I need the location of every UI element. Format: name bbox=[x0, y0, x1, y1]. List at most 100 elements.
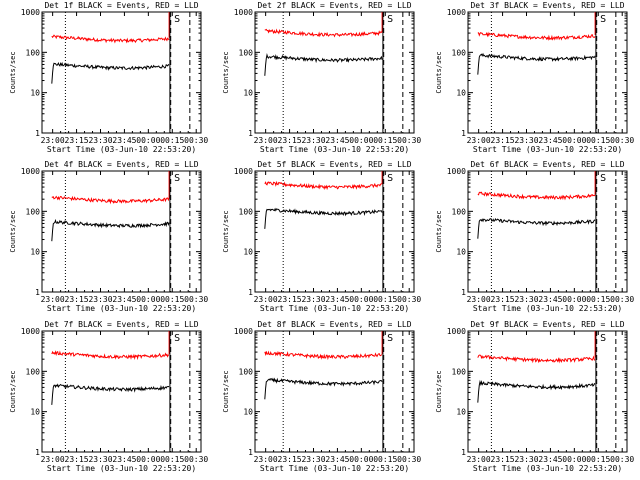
y-tick-label: 1 bbox=[461, 129, 466, 138]
x-tick-label: 00:15 bbox=[160, 295, 184, 304]
panel-title: Det 8f BLACK = Events, RED = LLD bbox=[257, 320, 411, 329]
corner-label: S bbox=[387, 173, 393, 184]
x-tick-label: 23:00 bbox=[467, 136, 491, 145]
x-axis-label: Start Time (03-Jun-10 22:53:20) bbox=[47, 145, 196, 154]
plot-frame bbox=[467, 170, 628, 293]
x-tick-label: 00:15 bbox=[160, 455, 184, 464]
events-series-line bbox=[51, 61, 170, 84]
x-tick-label: 00:00 bbox=[562, 295, 586, 304]
x-tick-label: 23:30 bbox=[88, 295, 112, 304]
x-tick-label: 23:00 bbox=[467, 295, 491, 304]
x-tick-label: 00:15 bbox=[373, 455, 397, 464]
y-tick-label: 10 bbox=[456, 408, 466, 417]
y-tick-label: 1000 bbox=[447, 167, 466, 176]
panel-title: Det 7f BLACK = Events, RED = LLD bbox=[44, 320, 198, 329]
events-series-line bbox=[477, 52, 596, 75]
panel-1: Det 1f BLACK = Events, RED = LLD 1 10 100 10… bbox=[9, 1, 208, 154]
x-tick-label: 23:30 bbox=[514, 295, 538, 304]
lld-series-line bbox=[51, 195, 170, 205]
x-tick-label: 23:45 bbox=[538, 295, 562, 304]
x-tick-label: 00:00 bbox=[349, 455, 373, 464]
x-tick-label: 23:45 bbox=[112, 295, 136, 304]
lld-series-line bbox=[51, 350, 170, 361]
x-tick-label: 23:45 bbox=[325, 455, 349, 464]
x-tick-label: 23:00 bbox=[41, 455, 65, 464]
y-tick-label: 1 bbox=[248, 288, 253, 297]
panel-3: Det 3f BLACK = Events, RED = LLD 1 10 100 10… bbox=[435, 1, 634, 154]
panel-title: Det 9f BLACK = Events, RED = LLD bbox=[470, 320, 624, 329]
lld-series-line bbox=[264, 180, 383, 191]
y-axis-label: Counts/sec bbox=[222, 210, 230, 252]
x-tick-label: 23:45 bbox=[538, 455, 562, 464]
x-tick-label: 00:00 bbox=[136, 136, 160, 145]
y-tick-label: 1000 bbox=[234, 8, 253, 17]
y-tick-label: 1 bbox=[35, 129, 40, 138]
panel-5: Det 5f BLACK = Events, RED = LLD 1 10 100 10… bbox=[222, 160, 421, 313]
plot-frame bbox=[254, 11, 415, 134]
y-axis-label: Counts/sec bbox=[435, 51, 443, 93]
x-tick-label: 23:30 bbox=[301, 136, 325, 145]
y-tick-label: 1 bbox=[35, 448, 40, 457]
corner-label: S bbox=[387, 14, 393, 25]
y-tick-label: 10 bbox=[30, 89, 40, 98]
corner-label: S bbox=[174, 173, 180, 184]
x-tick-label: 00:30 bbox=[397, 295, 421, 304]
y-tick-label: 10 bbox=[456, 248, 466, 257]
corner-label: S bbox=[600, 173, 606, 184]
x-axis-label: Start Time (03-Jun-10 22:53:20) bbox=[260, 464, 409, 473]
x-tick-label: 23:00 bbox=[41, 295, 65, 304]
y-tick-label: 10 bbox=[30, 408, 40, 417]
events-series-line bbox=[477, 379, 596, 403]
x-tick-label: 00:15 bbox=[586, 455, 610, 464]
lld-series-line bbox=[477, 191, 596, 201]
y-tick-label: 100 bbox=[26, 207, 41, 216]
y-axis-label: Counts/sec bbox=[9, 51, 17, 93]
panel-title: Det 3f BLACK = Events, RED = LLD bbox=[470, 1, 624, 10]
events-series-line bbox=[264, 207, 383, 229]
x-tick-label: 23:00 bbox=[41, 136, 65, 145]
panel-title: Det 2f BLACK = Events, RED = LLD bbox=[257, 1, 411, 10]
corner-label: S bbox=[387, 333, 393, 344]
y-tick-label: 100 bbox=[239, 48, 254, 57]
events-series-line bbox=[264, 377, 383, 400]
y-tick-label: 1 bbox=[461, 448, 466, 457]
x-tick-label: 23:15 bbox=[491, 295, 515, 304]
x-tick-label: 23:15 bbox=[65, 295, 89, 304]
x-tick-label: 00:00 bbox=[562, 136, 586, 145]
x-tick-label: 00:00 bbox=[136, 455, 160, 464]
panel-2: Det 2f BLACK = Events, RED = LLD 1 10 100 10… bbox=[222, 1, 421, 154]
x-tick-label: 00:00 bbox=[349, 295, 373, 304]
events-series-line bbox=[51, 383, 170, 405]
y-tick-label: 1 bbox=[248, 129, 253, 138]
x-axis-label: Start Time (03-Jun-10 22:53:20) bbox=[47, 304, 196, 313]
plot-frame bbox=[41, 170, 202, 293]
plot-frame bbox=[41, 11, 202, 134]
lld-series-line bbox=[477, 354, 596, 364]
y-tick-label: 10 bbox=[456, 89, 466, 98]
x-tick-label: 23:00 bbox=[254, 136, 278, 145]
plot-frame bbox=[41, 330, 202, 453]
x-tick-label: 00:30 bbox=[397, 455, 421, 464]
panel-title: Det 4f BLACK = Events, RED = LLD bbox=[44, 160, 198, 169]
y-tick-label: 1000 bbox=[21, 8, 40, 17]
lld-series-line bbox=[264, 28, 383, 38]
plot-frame bbox=[467, 11, 628, 134]
x-tick-label: 23:15 bbox=[65, 455, 89, 464]
x-tick-label: 00:15 bbox=[373, 295, 397, 304]
x-tick-label: 23:00 bbox=[254, 455, 278, 464]
events-series-line bbox=[264, 53, 383, 76]
x-tick-label: 00:15 bbox=[586, 136, 610, 145]
y-tick-label: 10 bbox=[243, 408, 253, 417]
y-tick-label: 100 bbox=[26, 48, 41, 57]
corner-label: S bbox=[174, 333, 180, 344]
y-tick-label: 100 bbox=[239, 367, 254, 376]
x-axis-label: Start Time (03-Jun-10 22:53:20) bbox=[473, 145, 622, 154]
x-tick-label: 23:30 bbox=[88, 455, 112, 464]
y-tick-label: 10 bbox=[243, 248, 253, 257]
x-tick-label: 00:30 bbox=[610, 455, 634, 464]
x-tick-label: 00:30 bbox=[184, 455, 208, 464]
panel-7: Det 7f BLACK = Events, RED = LLD 1 10 100 10… bbox=[9, 320, 208, 473]
x-tick-label: 00:30 bbox=[184, 295, 208, 304]
y-tick-label: 1 bbox=[248, 448, 253, 457]
